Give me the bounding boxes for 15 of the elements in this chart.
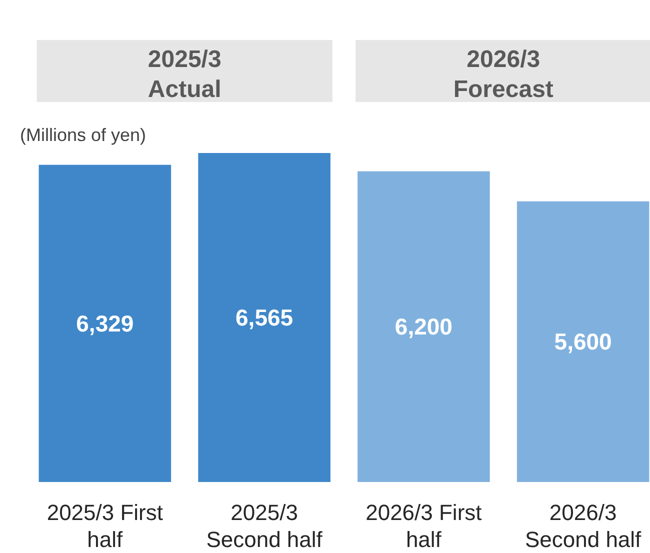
y-axis-title: (Millions of yen) [20,125,146,145]
data-label: 6,329 [76,310,134,336]
data-label: 6,200 [394,314,452,340]
x-tick-label: 2026/3 Second half [524,500,642,552]
text: 2026/3 Forecast [453,46,554,103]
text: 2025/3 Actual [148,46,222,103]
bar [198,153,330,482]
bar [38,164,172,482]
data-label: 5,600 [554,328,612,355]
x-tick-label: 2025/3 First half [46,500,164,552]
x-tick-label: 2025/3 Second half [206,500,324,552]
data-label: 6,565 [236,304,294,330]
bar [516,201,650,482]
x-tick-label: 2026/3 First half [366,500,482,552]
bar [358,171,490,482]
